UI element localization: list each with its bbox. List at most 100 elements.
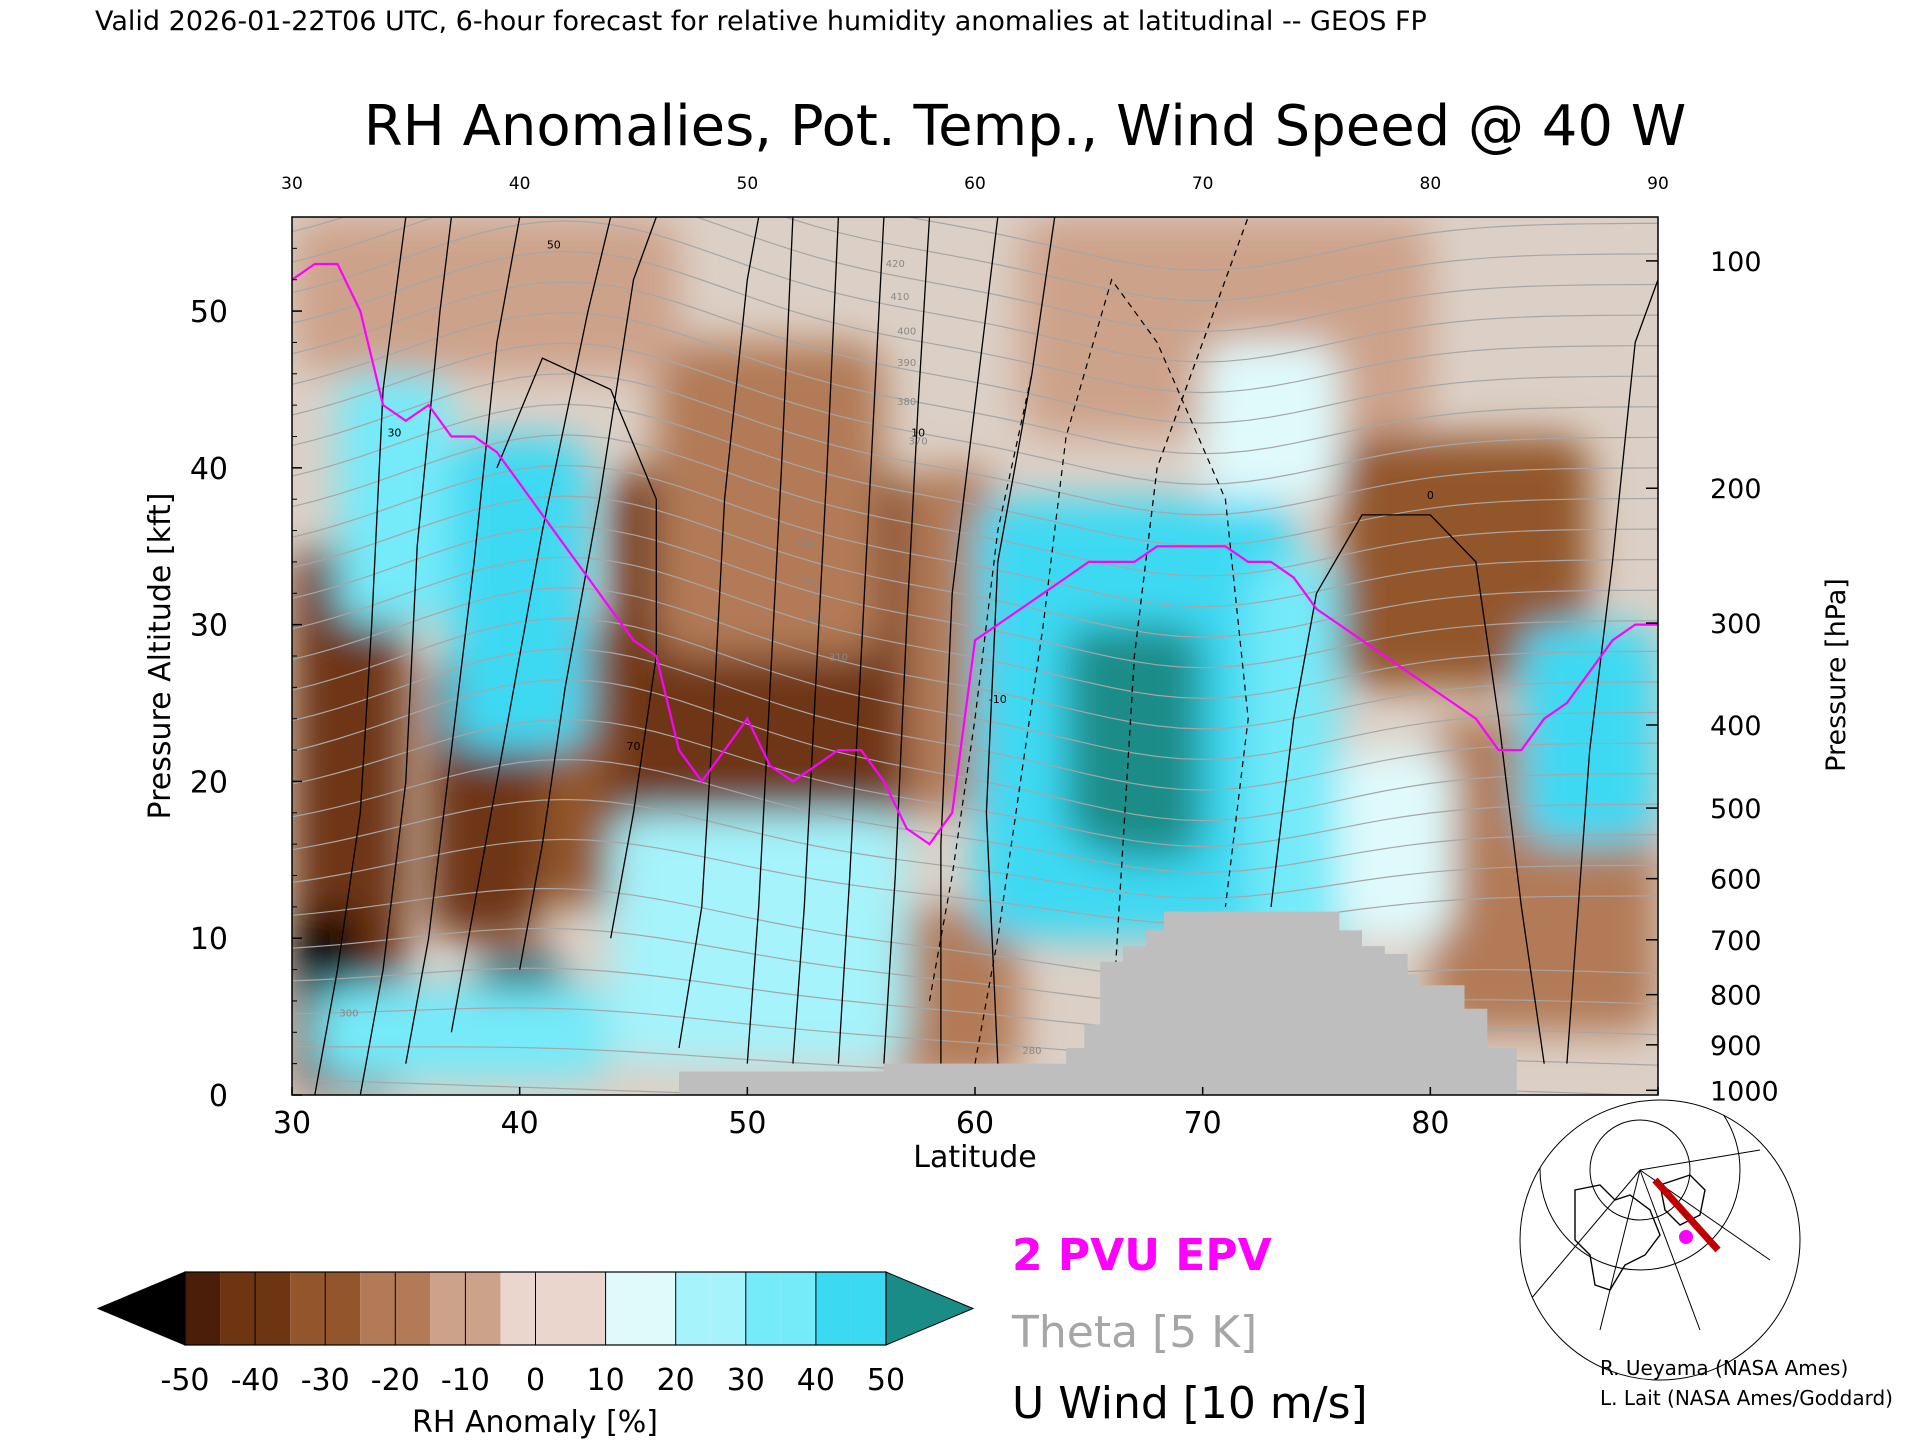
u-wind-contour xyxy=(450,217,612,1033)
y-tick-label: 0 xyxy=(209,1079,228,1114)
theta-contour xyxy=(292,311,1658,455)
x-top-tick-label: 50 xyxy=(737,174,759,194)
theta-contour-label: 310 xyxy=(829,653,848,664)
colorbar-swatch xyxy=(605,1272,641,1345)
u-wind-contour xyxy=(985,217,1056,1064)
x-tick-label: 30 xyxy=(273,1106,311,1141)
theta-contour xyxy=(292,342,1658,485)
rh-region xyxy=(314,985,611,1080)
u-wind-contour-negative xyxy=(928,373,1033,1002)
colorbar-swatch xyxy=(185,1272,221,1345)
legend-wind: U Wind [10 m/s] xyxy=(1012,1378,1368,1429)
colorbar-tick-label: -50 xyxy=(161,1363,210,1398)
theta-contour xyxy=(292,281,1658,424)
colorbar-lower-extend xyxy=(96,1271,186,1346)
colorbar-frame xyxy=(184,1271,887,1346)
u-wind-contour xyxy=(519,217,657,970)
pressure-tick-label: 600 xyxy=(1710,865,1762,896)
colorbar-tick-label: 20 xyxy=(657,1363,695,1398)
u-wind-contour-label: 10 xyxy=(911,427,925,440)
pressure-tick-label: 500 xyxy=(1710,794,1762,825)
legend-theta: Theta [5 K] xyxy=(1011,1307,1257,1358)
colorbar-swatch xyxy=(290,1272,326,1345)
colorbar-swatch xyxy=(500,1272,536,1345)
theta-contour xyxy=(292,758,1658,873)
colorbar-swatch xyxy=(360,1272,396,1345)
pressure-tick-label: 400 xyxy=(1710,711,1762,742)
colorbar-swatch xyxy=(815,1272,851,1345)
colorbar-tick-label: -40 xyxy=(231,1363,280,1398)
theta-contour xyxy=(292,373,1658,516)
colorbar-swatch xyxy=(570,1272,606,1345)
x-top-tick-label: 90 xyxy=(1647,174,1669,194)
rh-region xyxy=(883,906,1021,1080)
colorbar-swatch xyxy=(675,1272,711,1345)
x-tick-label: 40 xyxy=(501,1106,539,1141)
theta-contour xyxy=(292,434,1658,577)
rh-region xyxy=(1339,750,1454,939)
theta-contour xyxy=(905,217,1658,271)
u-wind-contour xyxy=(940,217,999,1064)
y2-axis-label: Pressure [hPa] xyxy=(1821,578,1852,772)
valid-line: Valid 2026-01-22T06 UTC, 6-hour forecast… xyxy=(95,6,1427,37)
theta-contour xyxy=(292,798,1658,899)
theta-contour xyxy=(292,217,1658,333)
theta-contour-label: 400 xyxy=(897,327,916,338)
theta-contour-label: 330 xyxy=(795,576,814,587)
credit-line-2: L. Lait (NASA Ames/Goddard) xyxy=(1600,1386,1893,1410)
theta-contour xyxy=(292,556,1658,699)
u-wind-contour-negative xyxy=(974,278,1249,1064)
u-wind-contour xyxy=(405,217,521,1064)
colorbar-swatch xyxy=(850,1272,886,1345)
u-wind-contour xyxy=(1270,514,1545,1064)
colorbar-swatch xyxy=(325,1272,361,1345)
pressure-tick-label: 700 xyxy=(1710,926,1762,957)
u-wind-contour xyxy=(883,217,931,1064)
u-wind-contour xyxy=(496,357,657,939)
x-tick-label: 70 xyxy=(1184,1106,1222,1141)
theta-contour xyxy=(292,464,1658,608)
u-wind-contour xyxy=(792,217,840,1064)
chart-title: RH Anomalies, Pot. Temp., Wind Speed @ 4… xyxy=(364,94,1686,159)
rh-region xyxy=(610,812,907,1064)
colorbar-tick-label: -10 xyxy=(441,1363,490,1398)
theta-contour xyxy=(292,403,1658,547)
colorbar-swatch xyxy=(640,1272,676,1345)
colorbar-swatch xyxy=(780,1272,816,1345)
legend: 2 PVU EPV Theta [5 K] U Wind [10 m/s] xyxy=(1011,1230,1368,1429)
colorbar-swatch xyxy=(535,1272,571,1345)
theta-contour-label: 370 xyxy=(909,436,928,447)
y-axis-label: Pressure Altitude [kft] xyxy=(143,493,178,820)
pressure-tick-label: 200 xyxy=(1710,474,1762,505)
x-top-tick-label: 80 xyxy=(1420,174,1442,194)
x-axis-label: Latitude xyxy=(913,1140,1036,1175)
rh-region xyxy=(656,342,884,656)
u-wind-contour xyxy=(1110,217,1249,1033)
x-tick-label: 80 xyxy=(1411,1106,1449,1141)
u-wind-contour-label: 70 xyxy=(627,740,641,753)
legend-epv: 2 PVU EPV xyxy=(1012,1230,1272,1281)
u-wind-contour xyxy=(359,217,453,1095)
u-wind-contour-label: 0 xyxy=(1427,489,1434,502)
u-wind-contour-label: 30 xyxy=(387,427,401,440)
colorbar-label: RH Anomaly [%] xyxy=(412,1405,658,1440)
rh-region xyxy=(1339,436,1590,688)
credit-line-1: R. Ueyama (NASA Ames) xyxy=(1600,1356,1848,1380)
rh-region xyxy=(1202,342,1340,500)
theta-contour xyxy=(292,887,1658,983)
u-wind-contour-label: 50 xyxy=(547,238,561,251)
x-top-tick-label: 60 xyxy=(964,174,986,194)
y-tick-label: 40 xyxy=(190,452,228,487)
theta-contour xyxy=(292,587,1658,730)
rh-region xyxy=(451,436,588,751)
y-tick-label: 50 xyxy=(190,295,228,330)
colorbar-tick-label: 30 xyxy=(727,1363,765,1398)
x-top-tick-label: 70 xyxy=(1192,174,1214,194)
u-wind-contour xyxy=(314,217,407,1095)
colorbar-swatch xyxy=(430,1272,466,1345)
u-wind-contour xyxy=(678,217,760,1049)
theta-contour-label: 300 xyxy=(339,1009,358,1020)
theta-contour xyxy=(292,678,1658,822)
colorbar-swatch xyxy=(255,1272,291,1345)
